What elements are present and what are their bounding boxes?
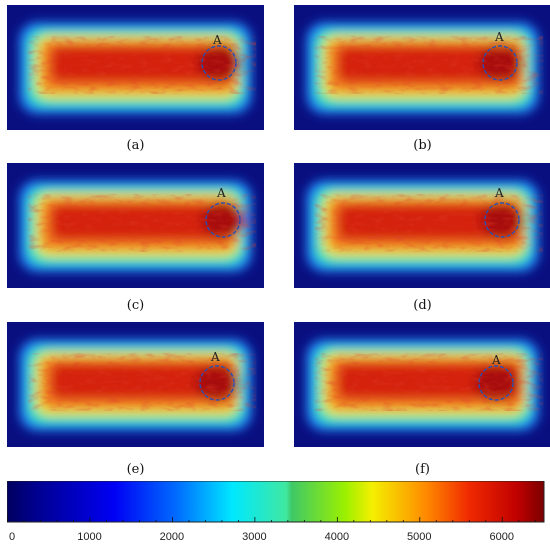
heatmap-texture (334, 41, 524, 89)
heatmap-panel-c (7, 163, 264, 288)
colorbar-tick-label: 4000 (324, 531, 350, 543)
heatmap-panel-d (294, 163, 550, 288)
heatmap-svg-e (7, 322, 264, 447)
heatmap-panel-f (294, 322, 550, 447)
marker-label-d: A (495, 186, 504, 200)
colorbar-tick-label: 0 (8, 531, 16, 543)
colorbar (6, 480, 545, 523)
heatmap-texture (47, 41, 237, 89)
colorbar-tick-label: 1000 (77, 531, 102, 543)
heatmap-texture (334, 199, 524, 247)
colorbar-tick-label: 5000 (407, 531, 432, 543)
region-a-dashed-circle (482, 45, 518, 81)
heatmap-panel-e (7, 322, 264, 447)
colorbar-tick-label: 2000 (159, 531, 185, 543)
heatmap-texture (47, 199, 237, 247)
heatmap-panel-a (7, 5, 264, 130)
caption-e: (e) (126, 462, 145, 477)
marker-label-c: A (217, 186, 226, 200)
caption-d: (d) (413, 298, 432, 313)
marker-label-e: A (211, 350, 220, 364)
heatmap-svg-a (7, 5, 264, 130)
region-a-dashed-circle (205, 202, 241, 238)
heatmap-svg-b (294, 5, 550, 130)
caption-b: (b) (413, 138, 432, 153)
caption-a: (a) (126, 138, 145, 153)
region-a-dashed-circle (199, 365, 235, 401)
colorbar-gradient (6, 480, 545, 523)
caption-f: (f) (415, 462, 430, 477)
region-a-dashed-circle (484, 202, 520, 238)
colorbar-svg (6, 480, 545, 523)
heatmap-svg-f (294, 322, 550, 447)
heatmap-svg-d (294, 163, 550, 288)
marker-label-a: A (213, 33, 222, 47)
region-a-dashed-circle (201, 45, 237, 81)
caption-c: (c) (126, 298, 145, 313)
colorbar-tick-label: 6000 (489, 531, 515, 543)
heatmap-svg-c (7, 163, 264, 288)
heatmap-texture (47, 358, 237, 406)
region-a-dashed-circle (478, 365, 514, 401)
heatmap-panel-b (294, 5, 550, 130)
colorbar-tick-label: 3000 (242, 531, 267, 543)
marker-label-b: A (495, 30, 504, 44)
marker-label-f: A (492, 353, 501, 367)
